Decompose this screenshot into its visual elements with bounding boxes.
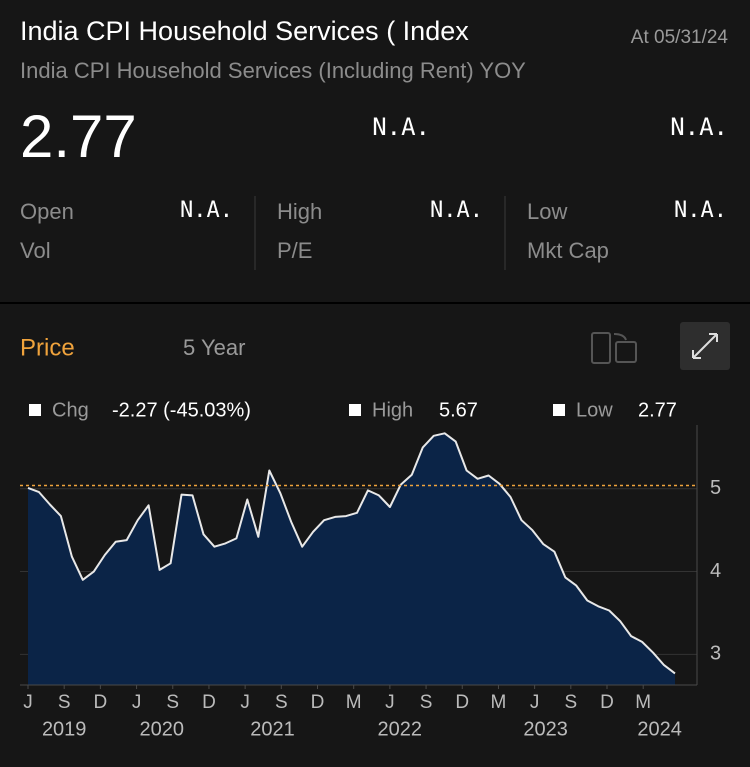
period[interactable]: 5 Year — [183, 335, 245, 360]
year-label: 2022 — [378, 718, 423, 740]
x-tick-label: M — [491, 692, 507, 713]
x-tick-label: D — [455, 692, 469, 713]
stat-value: N.A. — [180, 198, 233, 223]
stat-label: Mkt Cap — [527, 238, 609, 263]
x-tick-label: S — [166, 692, 179, 713]
stat-value: N.A. — [430, 198, 483, 223]
year-label: 2023 — [523, 718, 568, 740]
x-tick-label: S — [275, 692, 288, 713]
x-tick-label: S — [564, 692, 577, 713]
y-tick-label: 3 — [710, 643, 721, 665]
x-tick-label: D — [600, 692, 614, 713]
legend-square — [29, 404, 41, 416]
stat-value: N.A. — [674, 198, 727, 223]
x-tick-label: J — [385, 692, 395, 713]
x-tick-label: J — [23, 692, 33, 713]
x-tick-label: D — [94, 692, 108, 713]
stat-label: Open — [20, 199, 74, 224]
x-tick-label: J — [240, 692, 250, 713]
expand-button[interactable] — [680, 322, 730, 370]
x-tick-label: S — [58, 692, 71, 713]
stat-label: Vol — [20, 238, 51, 263]
y-tick-label: 4 — [710, 560, 721, 582]
stat-label: P/E — [277, 238, 312, 263]
year-label: 2020 — [140, 718, 185, 740]
summary-value: 5.67 — [439, 399, 478, 421]
summary-label: Low — [576, 399, 613, 421]
year-label: 2021 — [250, 718, 295, 740]
tab[interactable]: Price — [20, 334, 75, 361]
summary-value: -2.27 (-45.03%) — [112, 399, 251, 421]
change-pct: N.A. — [670, 113, 728, 141]
summary-label: Chg — [52, 399, 89, 421]
x-tick-label: J — [132, 692, 142, 713]
subtitle: India CPI Household Services (Including … — [20, 58, 526, 83]
x-tick-label: J — [530, 692, 540, 713]
line — [27, 432, 676, 675]
legend-square — [553, 404, 565, 416]
price: 2.77 — [20, 103, 137, 170]
rotate-icon[interactable] — [591, 332, 637, 364]
title: India CPI Household Services ( Index — [20, 16, 469, 46]
x-tick-label: M — [346, 692, 362, 713]
x-tick-label: D — [202, 692, 216, 713]
summary-label: High — [372, 399, 413, 421]
year-label: 2019 — [42, 718, 87, 740]
date: At 05/31/24 — [631, 27, 729, 48]
section-divider — [0, 302, 750, 304]
stat-label: Low — [527, 199, 567, 224]
area — [28, 433, 675, 685]
change: N.A. — [372, 113, 430, 141]
legend-square — [349, 404, 361, 416]
stat-label: High — [277, 199, 322, 224]
summary-value: 2.77 — [638, 399, 677, 421]
y-tick-label: 5 — [710, 477, 721, 499]
x-tick-label: D — [311, 692, 325, 713]
x-tick-label: S — [420, 692, 433, 713]
x-tick-label: M — [635, 692, 651, 713]
year-label: 2024 — [637, 718, 682, 740]
